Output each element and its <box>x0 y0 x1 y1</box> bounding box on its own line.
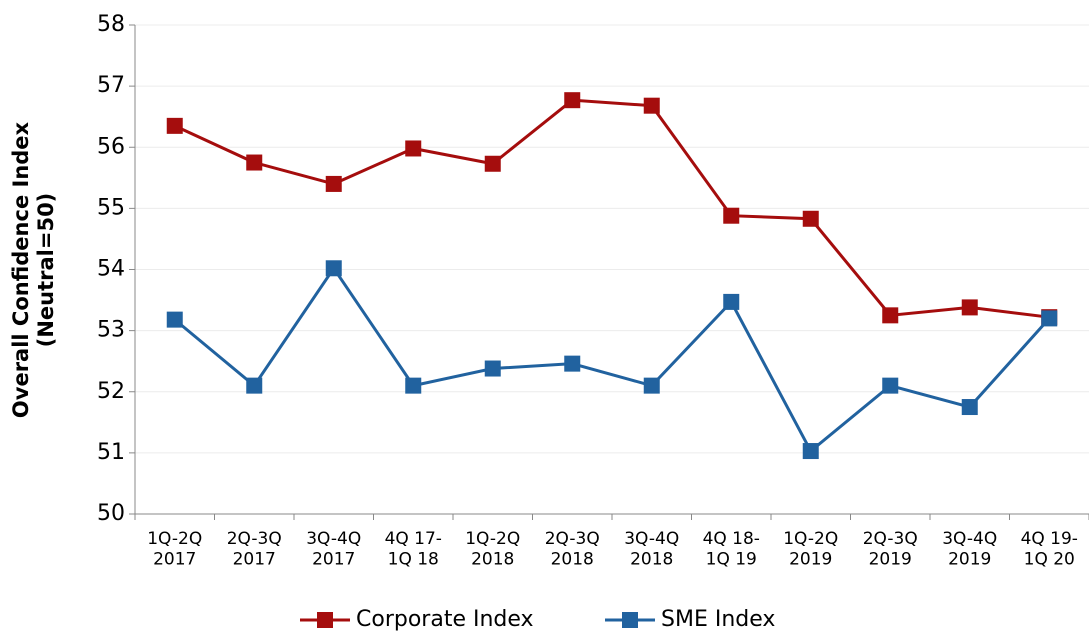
x-tick-label: 4Q 18-1Q 19 <box>703 529 760 569</box>
point-marker <box>643 377 660 394</box>
point-marker <box>325 175 342 192</box>
x-tick-label: 1Q-2Q 2019 <box>783 529 838 569</box>
point-marker <box>961 299 978 316</box>
x-tick-label: 3Q-4Q 2019 <box>942 529 997 569</box>
point-marker <box>325 260 342 277</box>
x-tick-label: 1Q-2Q 2018 <box>465 529 520 569</box>
point-marker <box>484 155 501 172</box>
x-tick-label: 4Q 17-1Q 18 <box>385 529 442 569</box>
point-marker <box>802 443 819 460</box>
y-tick-label: 50 <box>97 501 125 526</box>
series-line <box>173 265 1051 454</box>
y-tick-label: 56 <box>97 134 125 159</box>
point-marker <box>166 311 183 328</box>
point-marker <box>802 210 819 227</box>
point-marker <box>882 307 899 324</box>
y-tick-label: 53 <box>97 318 125 343</box>
point-marker <box>405 377 422 394</box>
series-line <box>174 98 1050 319</box>
y-tick-label: 58 <box>97 12 125 37</box>
legend-marker <box>622 612 638 628</box>
y-tick-label: 54 <box>97 257 125 282</box>
point-marker <box>723 293 740 310</box>
y-tick-label: 55 <box>97 195 125 220</box>
point-marker <box>882 377 899 394</box>
legend-marker <box>317 612 333 628</box>
x-tick-label: 4Q 19-1Q 20 <box>1021 529 1078 569</box>
point-marker <box>564 92 581 109</box>
x-tick-label: 2Q-3Q 2019 <box>863 529 918 569</box>
y-tick-label: 52 <box>97 379 125 404</box>
point-marker <box>723 207 740 224</box>
y-tick-label: 57 <box>97 73 125 98</box>
point-marker <box>484 360 501 377</box>
point-marker <box>405 140 422 157</box>
x-tick-label: 2Q-3Q 2017 <box>227 529 282 569</box>
y-tick-label: 51 <box>97 440 125 465</box>
legend-label: SME Index <box>661 607 775 632</box>
point-marker <box>246 154 263 171</box>
x-tick-label: 3Q-4Q 2018 <box>624 529 679 569</box>
point-marker <box>1041 310 1058 327</box>
y-axis-label: Overall Confidence Index(Neutral=50) <box>9 121 58 418</box>
point-marker <box>564 355 581 372</box>
point-marker <box>246 377 263 394</box>
point-marker <box>166 117 183 134</box>
point-marker <box>643 97 660 114</box>
x-tick-label: 1Q-2Q 2017 <box>147 529 202 569</box>
x-tick-label: 3Q-4Q 2017 <box>306 529 361 569</box>
x-tick-label: 2Q-3Q 2018 <box>545 529 600 569</box>
point-marker <box>961 399 978 416</box>
legend-label: Corporate Index <box>356 607 534 632</box>
